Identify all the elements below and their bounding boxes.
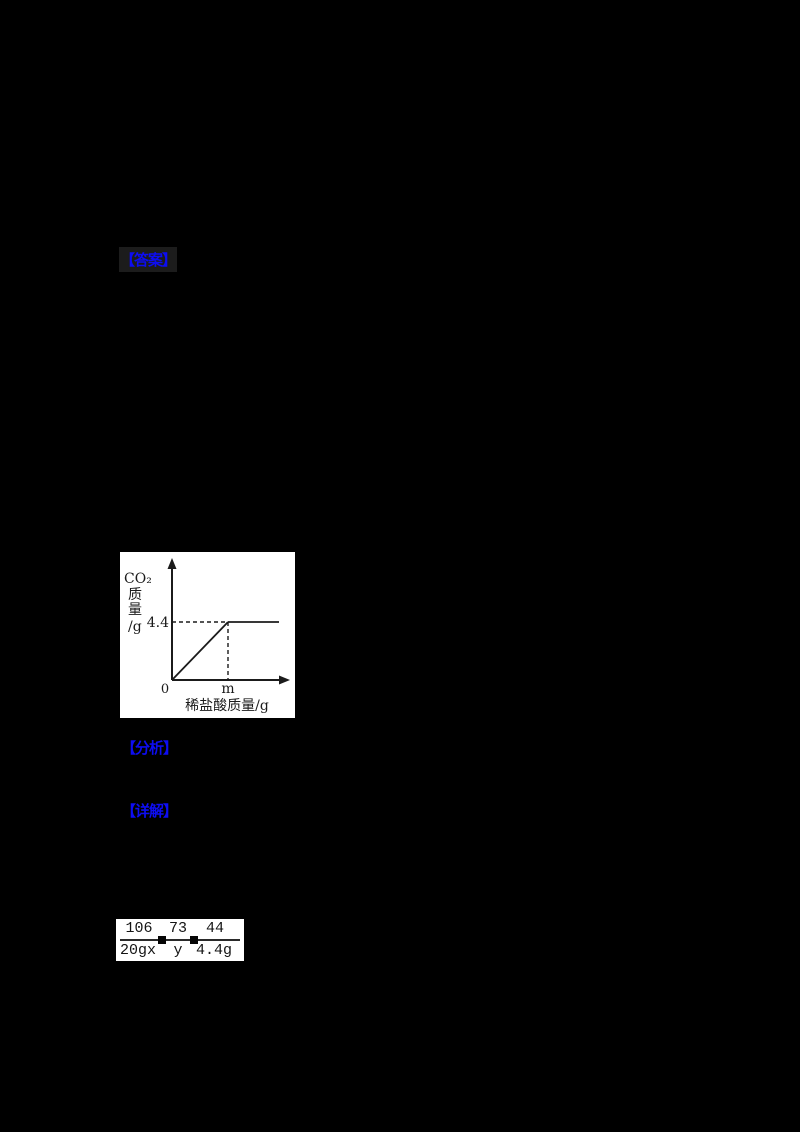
fraction3-numerator: 44 — [205, 920, 225, 937]
y-axis-label-line1: CO₂ — [124, 571, 152, 587]
fraction3-denominator: 4.4g — [195, 942, 233, 959]
line-chart: CO₂ 质 量 /g 4.4 0 m 稀盐酸质量/g — [124, 558, 290, 714]
rising-segment — [171, 621, 229, 681]
detail-label: 【详解】 — [121, 802, 178, 820]
y-axis-label-line4: /g — [128, 619, 142, 635]
fraction1-denominator: 20gx — [119, 942, 157, 959]
fraction1-numerator: 106 — [125, 920, 153, 937]
x-axis-arrow-icon — [279, 675, 290, 685]
y-axis-label-line3: 量 — [128, 602, 142, 618]
y-axis-arrow-icon — [167, 558, 177, 569]
y-axis-label-line2: 质 — [128, 587, 142, 603]
analysis-label: 【分析】 — [121, 739, 178, 757]
x-axis-title: 稀盐酸质量/g — [185, 698, 269, 714]
answer-label: 【答案】 — [119, 247, 177, 272]
equals-separator-2 — [190, 936, 198, 944]
fraction2-denominator: y — [173, 942, 183, 959]
co2-vs-hcl-chart-figure: CO₂ 质 量 /g 4.4 0 m 稀盐酸质量/g — [120, 552, 295, 718]
stoichiometry-proportion-figure: 106 73 44 20gx y 4.4g — [116, 919, 244, 961]
y-tick-4-4: 4.4 — [147, 615, 169, 631]
fraction-bar — [120, 939, 240, 941]
x-tick-m: m — [221, 681, 234, 697]
origin-tick: 0 — [161, 682, 169, 697]
fraction2-numerator: 73 — [168, 920, 188, 937]
equals-separator-1 — [158, 936, 166, 944]
